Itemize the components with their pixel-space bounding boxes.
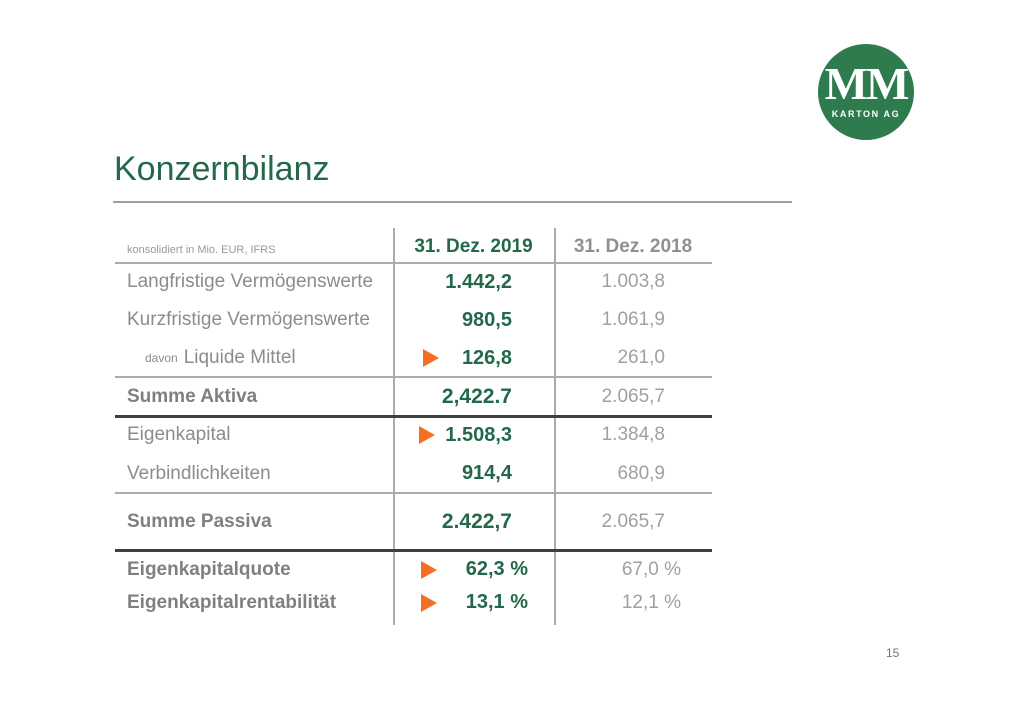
row-label: Langfristige Vermögenswerte bbox=[115, 263, 393, 301]
value-2019: 1.442,2 bbox=[393, 263, 554, 301]
column-divider bbox=[393, 228, 395, 625]
row-label-text: Eigenkapitalquote bbox=[127, 558, 291, 580]
value-2019-number: 980,5 bbox=[461, 308, 512, 331]
row-label: Summe Aktiva bbox=[115, 377, 393, 416]
column-header-2018: 31. Dez. 2018 bbox=[573, 236, 693, 257]
row-label: Eigenkapitalquote bbox=[115, 553, 393, 586]
value-2019-number: 2.422,7 bbox=[441, 509, 512, 533]
row-rule bbox=[115, 376, 712, 378]
row-label-prefix: davon bbox=[145, 351, 178, 365]
row-label: Kurzfristige Vermögenswerte bbox=[115, 301, 393, 339]
value-2019: 2.422,7 bbox=[393, 493, 554, 550]
row-label-text: Summe Aktiva bbox=[127, 385, 258, 407]
value-2019-number: 1.508,3 bbox=[445, 423, 512, 446]
mm-karton-logo: MM KARTON AG bbox=[818, 44, 914, 140]
table-row: Summe Aktiva 2,422.7 2.065,7 bbox=[115, 377, 712, 416]
value-2018: 1.384,8 bbox=[601, 424, 665, 445]
table-row: Eigenkapitalquote 62,3 % 67,0 % bbox=[115, 553, 712, 586]
table-row: Eigenkapitalrentabilität 13,1 % 12,1 % bbox=[115, 586, 712, 619]
table-header-row: konsolidiert in Mio. EUR, IFRS 31. Dez. … bbox=[115, 228, 712, 263]
table-row: Eigenkapital 1.508,3 1.384,8 bbox=[115, 416, 712, 454]
page-number: 15 bbox=[886, 646, 900, 660]
value-2019: 980,5 bbox=[393, 301, 554, 339]
row-label-text: Eigenkapital bbox=[127, 424, 231, 445]
value-2018: 2.065,7 bbox=[601, 510, 665, 532]
highlight-arrow-icon bbox=[420, 593, 437, 612]
logo-subtitle: KARTON AG bbox=[831, 109, 901, 119]
row-label-text: Kurzfristige Vermögenswerte bbox=[127, 309, 370, 330]
value-2019: 62,3 % bbox=[393, 553, 554, 586]
value-2019: 126,8 bbox=[393, 339, 554, 377]
value-2019-number: 2,422.7 bbox=[441, 384, 512, 408]
table-row: davon Liquide Mittel 126,8 261,0 bbox=[115, 339, 712, 377]
value-2018: 261,0 bbox=[617, 347, 665, 368]
row-label: Eigenkapital bbox=[115, 416, 393, 454]
row-label-text: Liquide Mittel bbox=[183, 347, 296, 368]
column-divider bbox=[554, 228, 556, 625]
value-2019-number: 62,3 % bbox=[465, 558, 528, 580]
table-row: Kurzfristige Vermögenswerte 980,5 1.061,9 bbox=[115, 301, 712, 339]
value-2018: 680,9 bbox=[617, 462, 665, 484]
row-label-text: Verbindlichkeiten bbox=[127, 462, 271, 484]
row-rule bbox=[115, 492, 712, 494]
value-2018: 1.003,8 bbox=[601, 271, 665, 292]
highlight-arrow-icon bbox=[420, 560, 437, 579]
value-2018: 1.061,9 bbox=[601, 309, 665, 330]
value-2018: 67,0 % bbox=[621, 558, 681, 580]
row-label-text: Langfristige Vermögenswerte bbox=[127, 271, 374, 292]
value-2019: 2,422.7 bbox=[393, 377, 554, 416]
value-2019: 914,4 bbox=[393, 454, 554, 493]
value-2018: 2.065,7 bbox=[601, 385, 665, 407]
row-label: davon Liquide Mittel bbox=[115, 339, 393, 377]
logo-monogram: MM bbox=[824, 58, 910, 109]
sum-rule bbox=[115, 415, 712, 418]
highlight-arrow-icon bbox=[422, 349, 439, 367]
table-row: Langfristige Vermögenswerte 1.442,2 1.003,… bbox=[115, 263, 712, 301]
page-title: Konzernbilanz bbox=[114, 150, 330, 188]
unit-note: konsolidiert in Mio. EUR, IFRS bbox=[127, 244, 276, 256]
row-label-text: Eigenkapitalrentabilität bbox=[127, 591, 337, 613]
column-header-2019: 31. Dez. 2019 bbox=[414, 236, 533, 257]
row-label: Summe Passiva bbox=[115, 493, 393, 550]
title-rule bbox=[113, 201, 792, 203]
value-2019: 1.508,3 bbox=[393, 416, 554, 454]
value-2019-number: 126,8 bbox=[461, 346, 512, 369]
highlight-arrow-icon bbox=[419, 426, 436, 444]
row-label-text: Summe Passiva bbox=[127, 510, 272, 532]
value-2019-number: 914,4 bbox=[461, 462, 512, 484]
table-row: Verbindlichkeiten 914,4 680,9 bbox=[115, 454, 712, 493]
value-2019-number: 1.442,2 bbox=[445, 270, 512, 293]
value-2018: 12,1 % bbox=[621, 591, 681, 613]
table-row: Summe Passiva 2.422,7 2.065,7 bbox=[115, 493, 712, 550]
row-label: Eigenkapitalrentabilität bbox=[115, 586, 393, 619]
balance-sheet-table: konsolidiert in Mio. EUR, IFRS 31. Dez. … bbox=[115, 228, 712, 625]
sum-rule bbox=[115, 549, 712, 552]
row-label: Verbindlichkeiten bbox=[115, 454, 393, 493]
row-rule bbox=[115, 262, 712, 264]
value-2019: 13,1 % bbox=[393, 586, 554, 619]
value-2019-number: 13,1 % bbox=[465, 591, 528, 613]
